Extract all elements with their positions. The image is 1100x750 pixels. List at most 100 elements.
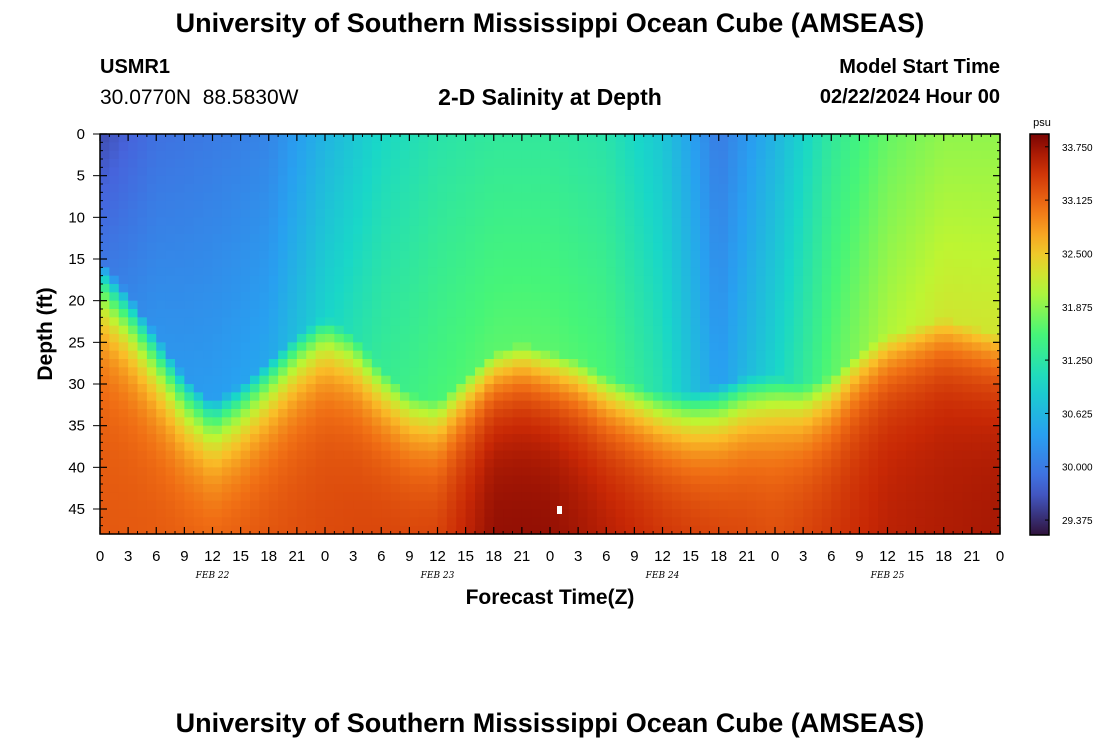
heatmap-cell: [615, 384, 626, 393]
heatmap-cell: [287, 175, 298, 185]
heatmap-cell: [165, 517, 176, 527]
heatmap-cell: [559, 300, 570, 310]
heatmap-cell: [906, 409, 917, 418]
x-tick-label: 15: [457, 548, 474, 565]
heatmap-cell: [596, 250, 607, 260]
heatmap-cell: [606, 192, 617, 202]
heatmap-cell: [953, 517, 964, 527]
heatmap-cell: [315, 334, 326, 343]
heatmap-cell: [943, 142, 954, 152]
heatmap-cell: [915, 142, 926, 152]
heatmap-cell: [118, 375, 129, 385]
heatmap-cell: [634, 309, 645, 318]
heatmap-cell: [146, 359, 157, 368]
heatmap-cell: [615, 434, 626, 443]
heatmap-cell: [156, 509, 167, 518]
heatmap-cell: [793, 175, 804, 185]
heatmap-cell: [484, 475, 495, 485]
heatmap-cell: [203, 142, 214, 152]
heatmap-cell: [400, 242, 410, 252]
heatmap-cell: [925, 350, 935, 360]
heatmap-cell: [184, 267, 195, 277]
heatmap-cell: [334, 217, 345, 227]
heatmap-cell: [821, 492, 832, 502]
heatmap-cell: [662, 492, 673, 502]
heatmap-cell: [671, 134, 682, 143]
heatmap-cell: [868, 409, 879, 418]
heatmap-cell: [709, 234, 720, 243]
heatmap-cell: [503, 259, 514, 268]
heatmap-cell: [550, 459, 560, 468]
heatmap-cell: [653, 409, 664, 418]
heatmap-cell: [981, 242, 992, 252]
heatmap-cell: [325, 259, 335, 268]
heatmap-cell: [381, 300, 392, 310]
heatmap-cell: [868, 334, 879, 343]
heatmap-cell: [840, 334, 851, 343]
heatmap-cell: [484, 250, 495, 260]
heatmap-cell: [503, 292, 514, 302]
heatmap-cell: [896, 209, 907, 218]
heatmap-cell: [409, 450, 420, 460]
heatmap-cell: [306, 309, 317, 318]
heatmap-cell: [193, 259, 204, 268]
heatmap-cell: [231, 175, 242, 185]
heatmap-cell: [756, 167, 767, 177]
heatmap-cell: [184, 425, 195, 435]
heatmap-cell: [850, 150, 860, 160]
heatmap-cell: [568, 234, 579, 243]
heatmap-cell: [493, 500, 504, 510]
heatmap-cell: [943, 400, 954, 410]
heatmap-cell: [259, 434, 270, 443]
heatmap-cell: [221, 350, 232, 360]
heatmap-cell: [643, 500, 654, 510]
heatmap-cell: [221, 275, 232, 285]
heatmap-cell: [587, 167, 598, 177]
heatmap-cell: [240, 467, 251, 477]
heatmap-cell: [493, 242, 504, 252]
heatmap-cell: [409, 442, 420, 452]
heatmap-cell: [428, 300, 439, 310]
heatmap-cell: [221, 134, 232, 143]
heatmap-cell: [831, 509, 842, 518]
heatmap-cell: [287, 425, 298, 435]
heatmap-cell: [409, 192, 420, 202]
heatmap-cell: [409, 175, 420, 185]
heatmap-cell: [784, 434, 795, 443]
heatmap-cell: [306, 517, 317, 527]
heatmap-cell: [606, 184, 617, 193]
heatmap-cell: [109, 175, 120, 185]
heatmap-cell: [953, 142, 964, 152]
heatmap-cell: [887, 409, 898, 418]
heatmap-cell: [437, 250, 448, 260]
heatmap-cell: [296, 317, 307, 327]
heatmap-cell: [643, 217, 654, 227]
heatmap-cell: [250, 384, 260, 393]
heatmap-cell: [371, 300, 382, 310]
heatmap-cell: [812, 192, 823, 202]
heatmap-cell: [868, 384, 879, 393]
heatmap-cell: [400, 259, 410, 268]
heatmap-cell: [512, 142, 523, 152]
heatmap-cell: [503, 250, 514, 260]
heatmap-cell: [784, 250, 795, 260]
heatmap-cell: [343, 517, 354, 527]
heatmap-cell: [259, 142, 270, 152]
heatmap-cell: [128, 259, 139, 268]
heatmap-cell: [709, 175, 720, 185]
heatmap-cell: [268, 467, 279, 477]
heatmap-cell: [118, 300, 129, 310]
heatmap-cell: [709, 334, 720, 343]
heatmap-cell: [418, 200, 429, 210]
heatmap-cell: [146, 509, 157, 518]
heatmap-cell: [981, 209, 992, 218]
heatmap-cell: [953, 375, 964, 385]
heatmap-cell: [156, 175, 167, 185]
heatmap-cell: [531, 234, 542, 243]
heatmap-cell: [521, 417, 532, 427]
heatmap-cell: [418, 392, 429, 402]
heatmap-cell: [868, 484, 879, 493]
heatmap-cell: [812, 209, 823, 218]
heatmap-cell: [165, 134, 176, 143]
heatmap-cell: [165, 509, 176, 518]
